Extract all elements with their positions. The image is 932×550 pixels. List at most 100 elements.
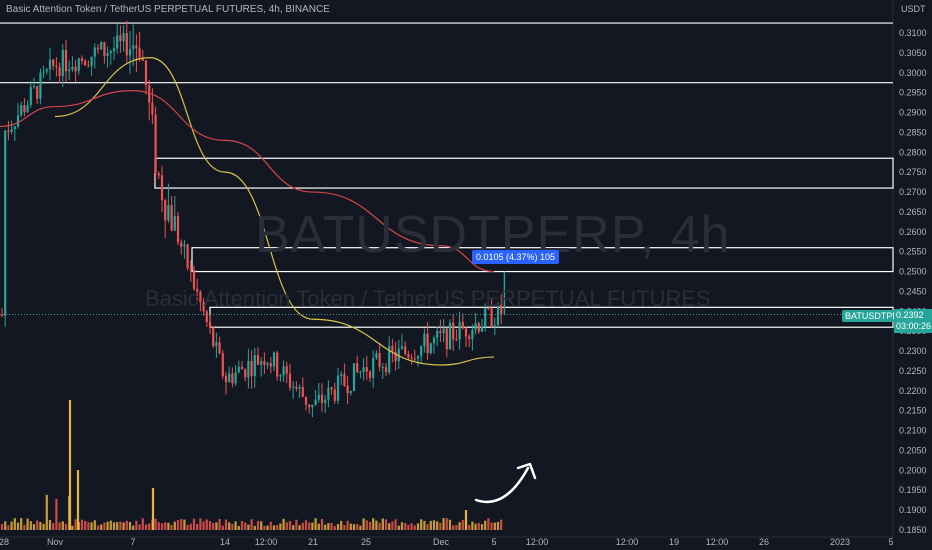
drawn-arrow-icon[interactable] xyxy=(474,466,530,504)
volume-bar xyxy=(448,519,452,530)
candle-body xyxy=(135,45,138,49)
volume-bar xyxy=(48,520,52,530)
candle-body xyxy=(423,333,426,347)
volume-bar xyxy=(388,523,391,530)
candle-body xyxy=(16,115,20,127)
bar-countdown: 03:00:26 xyxy=(896,321,932,331)
volume-bar xyxy=(343,524,346,530)
supply-demand-zone[interactable] xyxy=(191,247,894,273)
candle-body xyxy=(87,65,90,67)
candle-body xyxy=(122,33,125,42)
time-tick-label: 19 xyxy=(669,537,679,547)
candle-body xyxy=(333,389,336,401)
candle-body xyxy=(106,53,109,56)
volume-bar xyxy=(16,522,20,530)
price-tick-label: 0.2950 xyxy=(899,88,927,98)
candle-body xyxy=(484,307,487,327)
volume-bar xyxy=(224,519,228,530)
volume-bar xyxy=(324,524,327,530)
candle-body xyxy=(247,360,250,378)
price-tick-label: 0.2000 xyxy=(899,465,927,475)
volume-bar xyxy=(176,520,180,530)
candle-body xyxy=(391,346,394,353)
measure-tooltip: 0.0105 (4.37%) 105 xyxy=(472,250,560,264)
candle-body xyxy=(276,352,279,377)
candle-body xyxy=(224,376,228,383)
volume-bar xyxy=(397,525,400,530)
volume-bar xyxy=(304,520,308,530)
volume-bar xyxy=(80,519,84,530)
volume-bar xyxy=(295,519,298,530)
volume-bar xyxy=(167,522,170,530)
volume-bar xyxy=(359,525,362,530)
price-tick-label: 0.1850 xyxy=(899,525,927,535)
price-unit-label: USDT xyxy=(901,4,926,14)
candle-body xyxy=(202,302,205,312)
drawn-arrow-head-icon[interactable] xyxy=(516,462,537,480)
volume-bar xyxy=(7,525,10,530)
volume-bar xyxy=(125,520,128,530)
candle-body xyxy=(144,60,148,86)
volume-bar xyxy=(477,522,480,530)
volume-bar xyxy=(42,523,45,530)
volume-bar xyxy=(285,522,288,530)
volume-bar xyxy=(381,518,384,530)
volume-bar xyxy=(493,522,496,530)
candle-body xyxy=(116,35,119,49)
candle-body xyxy=(180,242,183,247)
volume-bar xyxy=(234,521,237,530)
volume-bar xyxy=(173,521,176,530)
volume-bar xyxy=(64,523,68,530)
time-tick-label: 21 xyxy=(308,537,318,547)
volume-bar xyxy=(253,525,256,530)
volume-bar xyxy=(96,525,100,530)
candle-body xyxy=(314,399,317,405)
candle-body xyxy=(394,352,397,362)
candle-body xyxy=(173,216,176,231)
candle-body xyxy=(378,353,381,368)
volume-bar xyxy=(39,522,42,530)
volume-bar xyxy=(311,522,314,530)
volume-bar xyxy=(71,525,74,530)
price-tick-label: 0.2850 xyxy=(899,127,927,137)
volume-bar xyxy=(90,522,93,530)
candle-body xyxy=(359,371,362,373)
time-tick-label: 2023 xyxy=(830,537,850,547)
volume-bar xyxy=(205,519,208,530)
chart-legend[interactable]: Basic Attention Token / TetherUS PERPETU… xyxy=(6,4,330,15)
volume-bar xyxy=(272,525,276,530)
candle-body xyxy=(416,356,420,359)
candle-body xyxy=(311,404,314,408)
candle-body xyxy=(288,373,292,388)
candle-body xyxy=(215,342,218,347)
volume-bar xyxy=(228,522,231,530)
candle-body xyxy=(400,346,404,349)
candle-body xyxy=(474,323,477,330)
volume-bar xyxy=(186,524,189,530)
volume-bar xyxy=(349,523,352,530)
volume-bar xyxy=(231,524,234,530)
candle-body xyxy=(340,374,343,376)
price-tick-label: 0.2650 xyxy=(899,207,927,217)
candle-body xyxy=(4,130,7,316)
candle-body xyxy=(234,372,237,384)
candle-body xyxy=(45,69,48,72)
candle-body xyxy=(80,58,84,61)
candle-body xyxy=(452,322,455,340)
volume-bar xyxy=(426,524,429,530)
time-tick-label: 5 xyxy=(888,537,893,547)
volume-bar xyxy=(13,518,16,530)
candle-body xyxy=(292,386,295,388)
volume-bar xyxy=(298,525,301,530)
supply-demand-zone[interactable] xyxy=(209,306,894,328)
volume-bar xyxy=(346,520,349,530)
candle-body xyxy=(346,385,349,394)
volume-bar xyxy=(141,518,144,530)
volume-bar xyxy=(269,521,272,530)
volume-bar xyxy=(336,524,340,530)
candle-body xyxy=(349,390,352,394)
candle-body xyxy=(455,339,458,341)
candle-body xyxy=(320,394,324,403)
volume-bar xyxy=(0,524,4,530)
